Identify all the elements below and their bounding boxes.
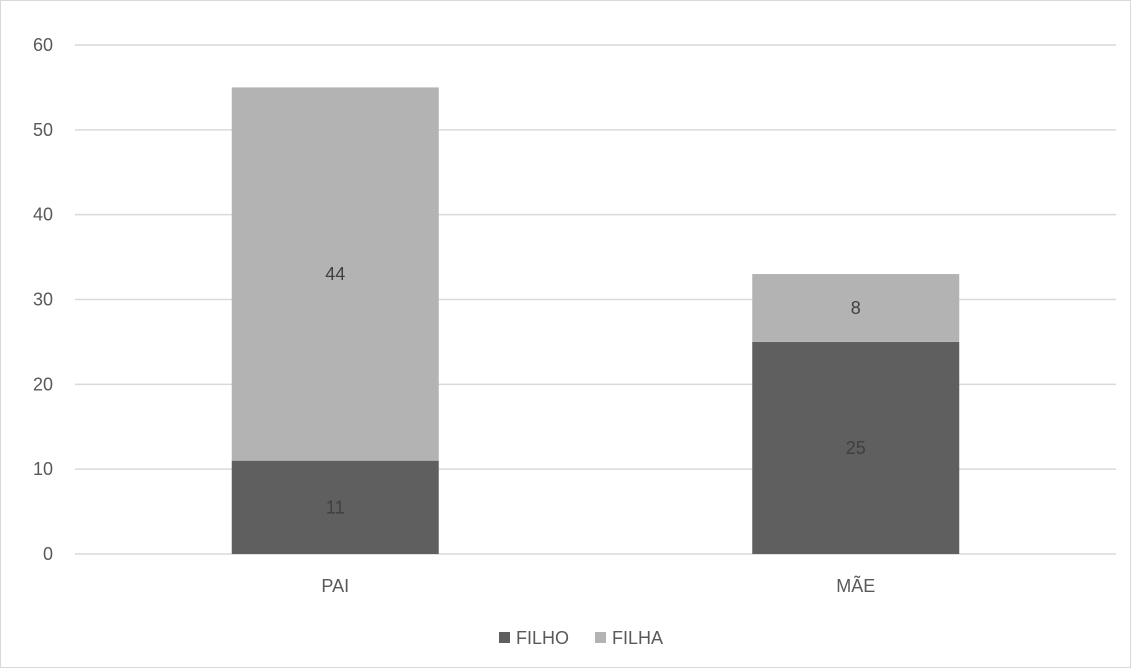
data-label: 25 xyxy=(846,438,866,458)
legend-swatch xyxy=(595,632,606,643)
bars: 11 44 25 8 xyxy=(231,87,960,554)
legend-label: FILHO xyxy=(516,628,569,648)
x-tick-label: MÃE xyxy=(836,575,875,596)
x-axis-ticks: PAI MÃE xyxy=(321,575,875,596)
data-label: 11 xyxy=(326,497,345,517)
y-tick-label: 0 xyxy=(43,544,53,564)
bar-filha-0 xyxy=(231,87,439,461)
y-tick-label: 60 xyxy=(33,35,53,55)
y-tick-label: 50 xyxy=(33,120,53,140)
gridlines xyxy=(75,44,1116,555)
data-label: 8 xyxy=(851,298,861,318)
y-tick-label: 40 xyxy=(33,205,53,225)
y-tick-label: 30 xyxy=(33,290,53,310)
data-label: 44 xyxy=(325,264,345,284)
legend-swatch xyxy=(499,632,510,643)
legend: FILHO FILHA xyxy=(499,628,663,648)
bar-filha-1 xyxy=(752,274,960,342)
bar-filho-1 xyxy=(752,341,960,554)
x-tick-label: PAI xyxy=(321,576,349,596)
y-axis-ticks: 0 10 20 30 40 50 60 xyxy=(33,35,53,564)
y-tick-label: 20 xyxy=(33,374,53,394)
y-tick-label: 10 xyxy=(33,459,53,479)
legend-label: FILHA xyxy=(612,628,663,648)
bar-filho-0 xyxy=(231,460,439,554)
